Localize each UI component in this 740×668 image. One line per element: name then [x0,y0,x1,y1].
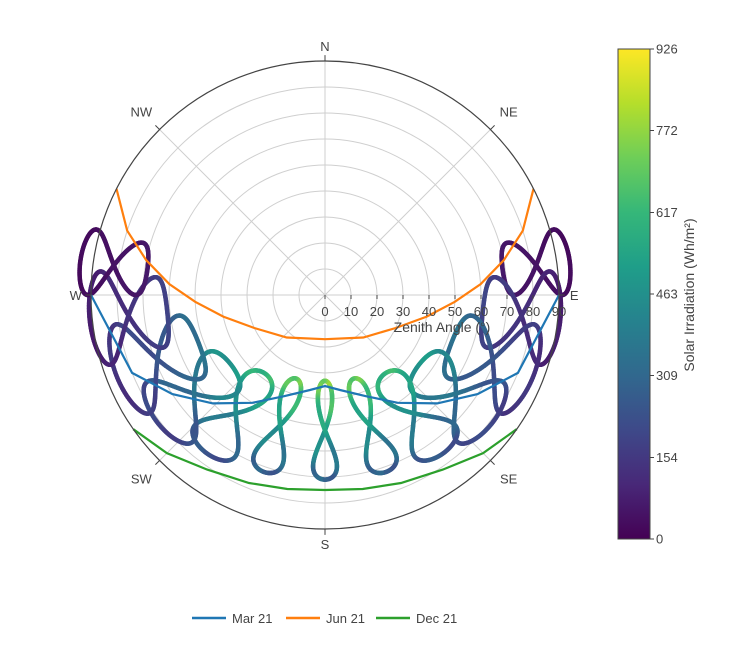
colorbar-tick-label: 926 [656,42,678,57]
colorbar-title: Solar Irradiation (Wh/m²) [681,218,697,371]
radial-tick-label: 60 [474,304,488,319]
axis-labels: Zenith Angle (°) N NE E SE S SW W NW 0 10 20 30 40 50… [70,39,579,552]
analemma-18 [77,227,151,298]
direction-label-se: SE [500,472,518,487]
angular-grid-line [159,129,326,296]
angular-tick [155,125,160,130]
radial-tick-label: 90 [552,304,566,319]
analemma-point [531,370,538,378]
polar-frame [85,55,565,535]
colorbar-tick-label: 463 [656,287,678,302]
analemma-point [114,372,120,381]
analemma-point [490,417,497,424]
radial-tick-label: 70 [500,304,514,319]
legend-label: Dec 21 [416,611,457,626]
radial-tick-label: 0 [321,304,328,319]
colorbar-tick-label: 0 [656,532,663,547]
direction-label-nw: NW [131,104,153,119]
colorbar-tick-label: 154 [656,450,678,465]
radial-tick-label: 30 [396,304,410,319]
direction-label-sw: SW [131,472,153,487]
analemma-10 [375,368,460,463]
colorbar-tick-label: 617 [656,205,678,220]
radial-tick-label: 10 [344,304,358,319]
series-line-dec-21 [132,428,518,492]
legend-label: Mar 21 [232,611,272,626]
radial-tick-label: 40 [422,304,436,319]
radial-axis-title: Zenith Angle (°) [394,319,491,335]
analemma-point [154,419,161,426]
analemma-point [441,449,448,456]
legend-item-mar-21[interactable]: Mar 21 [192,611,272,626]
colorbar-tick-label: 772 [656,123,678,138]
analemma-11 [346,376,399,476]
series-line-mar-21 [90,294,560,405]
direction-label-s: S [321,537,330,552]
angular-tick [490,460,495,465]
colorbar-tick-label: 309 [656,368,678,383]
analemma-13 [251,376,304,476]
colorbar: Solar Irradiation (Wh/m²) 0 154 309 463 617 7… [617,42,697,547]
radial-tick-label: 80 [526,304,540,319]
legend[interactable]: Mar 21 Jun 21 Dec 21 [192,611,457,626]
direction-label-w: W [70,288,83,303]
colorbar-gradient [617,48,651,540]
analemma-point [203,450,210,456]
radial-tick-label: 20 [370,304,384,319]
angular-tick [155,460,160,465]
analemma-12 [310,378,340,482]
legend-item-jun-21[interactable]: Jun 21 [286,611,365,626]
direction-label-e: E [570,288,579,303]
legend-item-dec-21[interactable]: Dec 21 [376,611,457,626]
legend-label: Jun 21 [326,611,365,626]
analemma-17 [86,269,171,368]
angular-tick [490,125,495,130]
angular-grid-line [324,129,491,296]
series-line-jun-21 [115,188,535,341]
sun-path-series [90,188,560,492]
direction-label-ne: NE [500,104,518,119]
radial-tick-label: 50 [448,304,462,319]
direction-label-n: N [320,39,329,54]
